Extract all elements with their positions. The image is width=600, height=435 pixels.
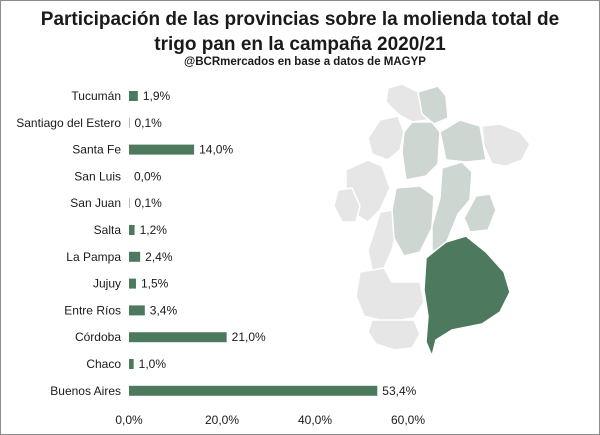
category-label: Tucumán <box>71 89 121 103</box>
data-label: 21,0% <box>232 330 266 344</box>
data-label: 14,0% <box>199 143 233 157</box>
category-label: Entre Ríos <box>64 303 121 317</box>
data-label: 0,1% <box>134 116 162 130</box>
bar <box>129 385 378 396</box>
data-label: 1,2% <box>140 223 168 237</box>
data-label: 1,9% <box>143 89 171 103</box>
category-label: Chaco <box>86 357 121 371</box>
category-label: Salta <box>94 223 122 237</box>
category-label: Santiago del Estero <box>16 116 121 130</box>
data-label: 1,0% <box>139 357 167 371</box>
data-label: 1,5% <box>141 277 169 291</box>
map-region-buenos-aires <box>423 235 511 359</box>
bar <box>129 278 136 289</box>
data-label: 0,1% <box>134 196 162 210</box>
chart-subtitle: @BCRmercados en base a datos de MAGYP <box>184 56 426 68</box>
bar <box>129 225 135 235</box>
chart-title-line1: Participación de las provincias sobre la… <box>40 9 560 30</box>
x-tick-label: 20,0% <box>205 413 239 427</box>
data-label: 0,0% <box>134 169 162 183</box>
bar <box>129 305 145 316</box>
category-label: Santa Fe <box>72 143 121 157</box>
chart-title-line2: trigo pan en la campaña 2020/21 <box>154 34 446 55</box>
bar <box>129 251 141 262</box>
x-tick-label: 40,0% <box>298 413 332 427</box>
bar <box>129 144 195 155</box>
data-label: 3,4% <box>150 303 178 317</box>
data-label: 2,4% <box>145 250 173 264</box>
data-label: 53,4% <box>382 384 416 398</box>
map-region-mid <box>391 85 497 257</box>
category-label: Buenos Aires <box>50 384 121 398</box>
category-label: Jujuy <box>93 277 121 291</box>
bar <box>129 332 227 343</box>
bar <box>129 359 134 369</box>
x-tick-label: 60,0% <box>391 413 425 427</box>
x-tick-label: 0,0% <box>115 413 143 427</box>
category-label: Córdoba <box>75 330 121 344</box>
category-label: San Juan <box>70 196 121 210</box>
bar <box>129 91 138 101</box>
category-label: San Luis <box>74 169 121 183</box>
category-label: La Pampa <box>66 250 121 264</box>
